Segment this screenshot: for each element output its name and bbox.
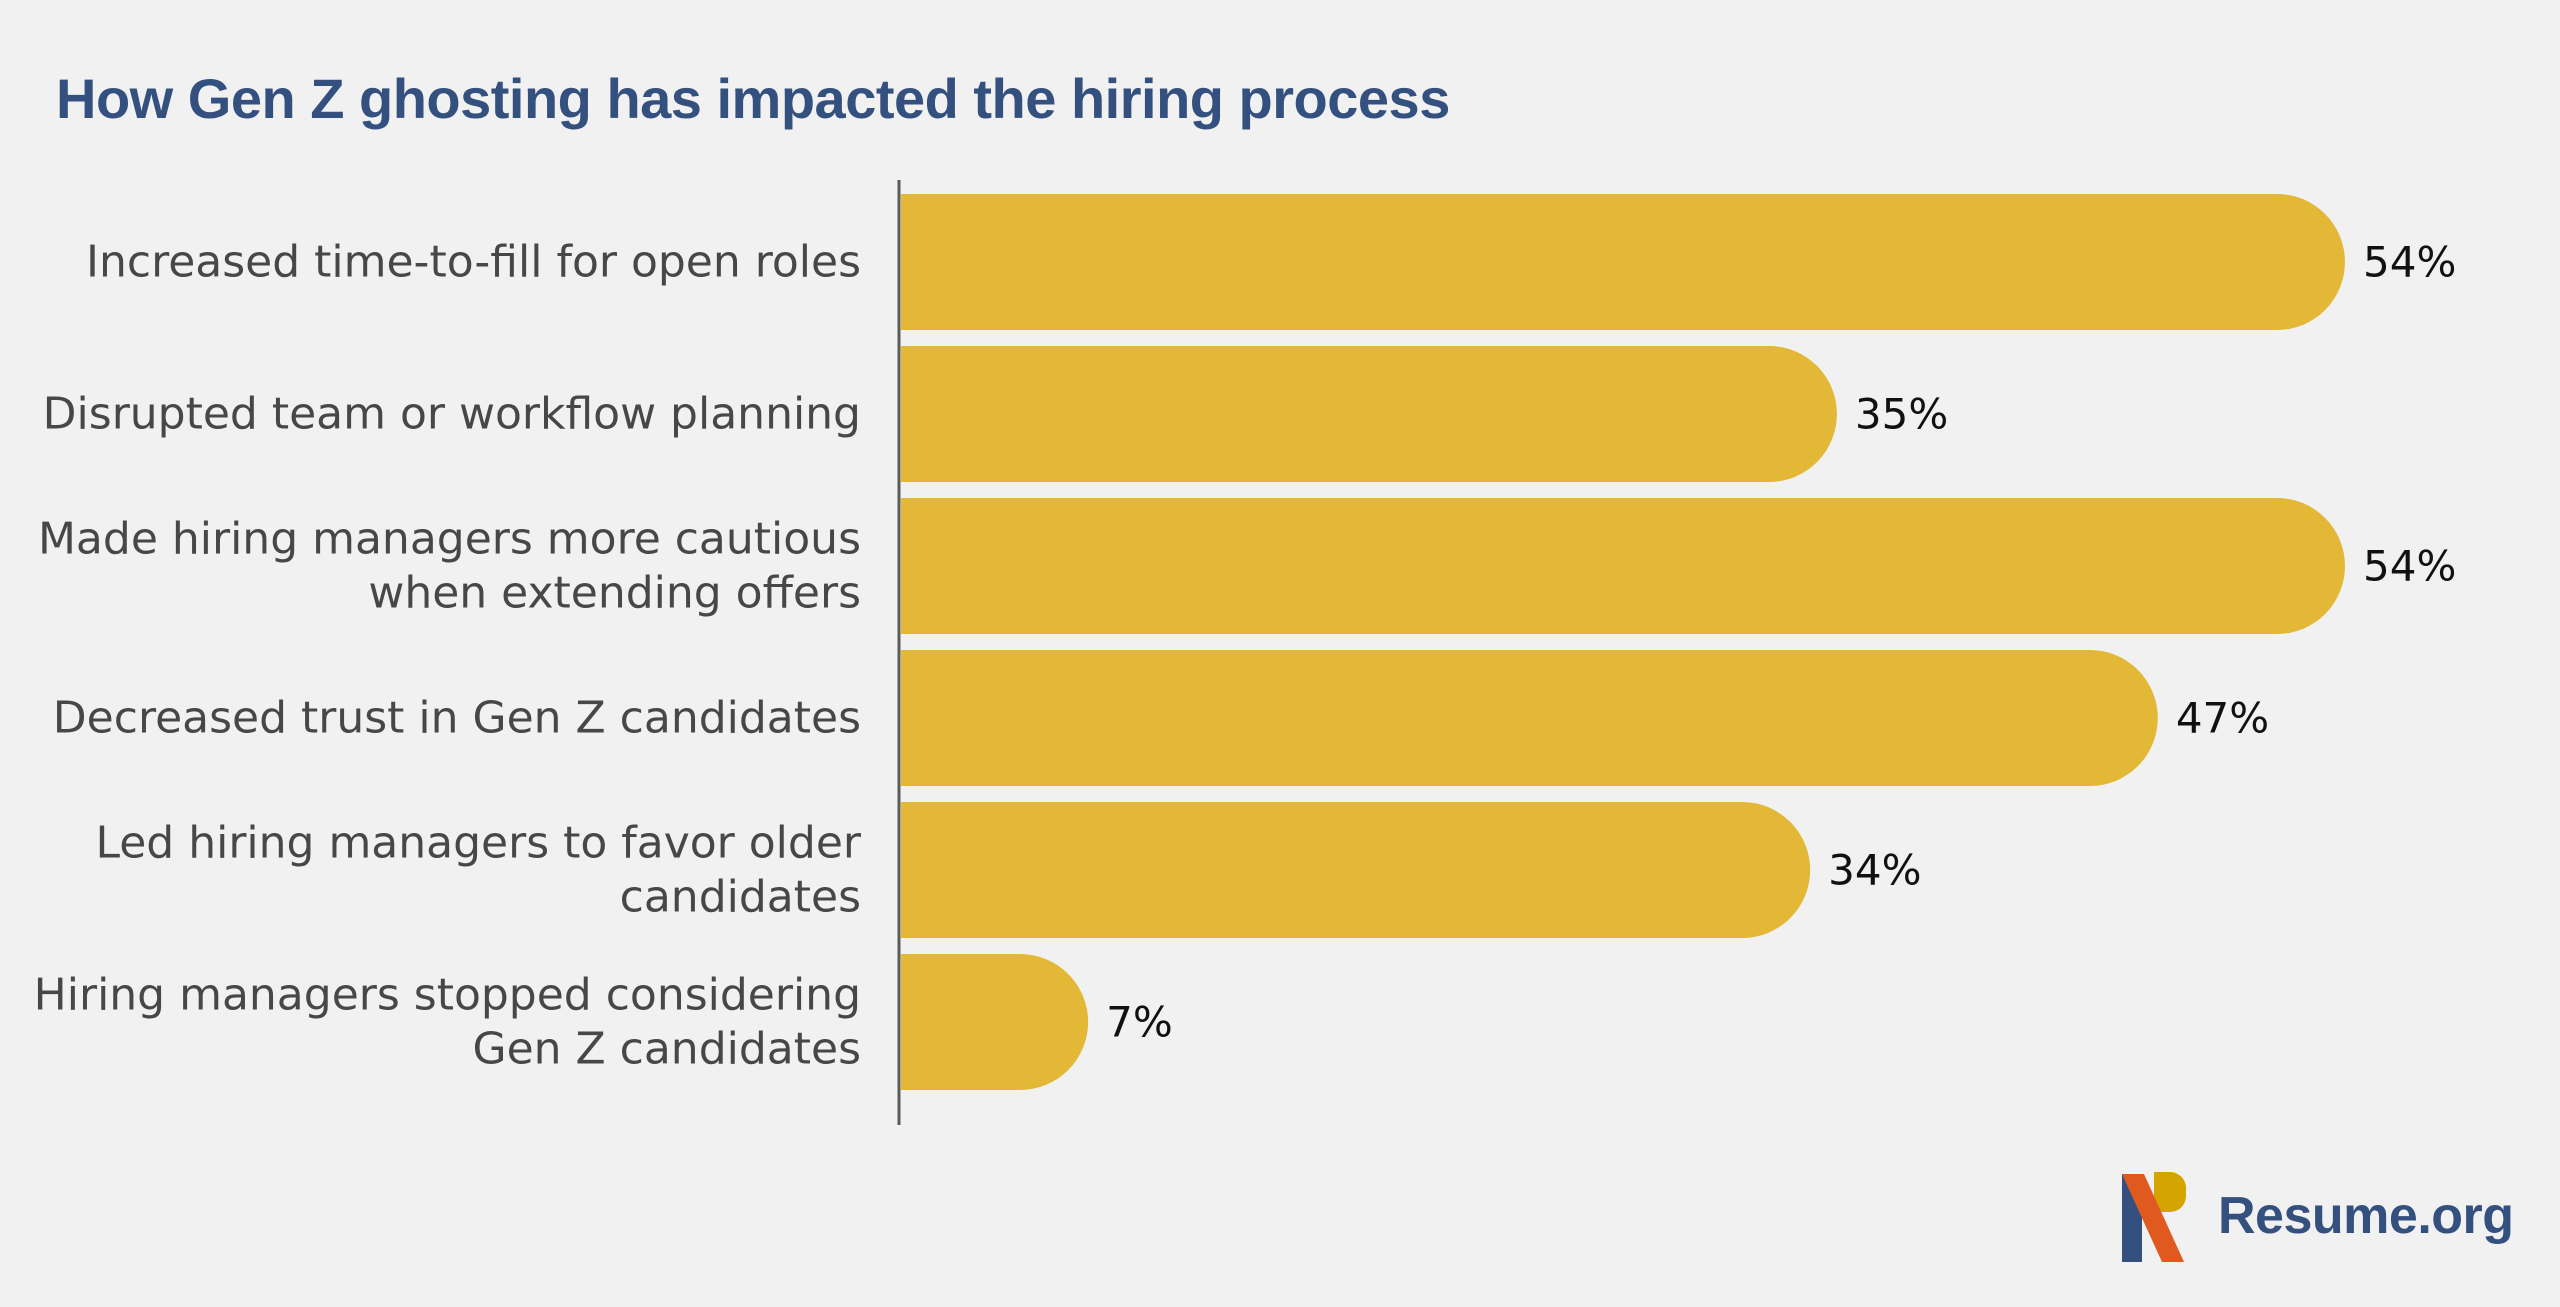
category-label: Led hiring managers to favor older candid… bbox=[95, 818, 861, 923]
category-label-line: Disrupted team or workflow planning bbox=[43, 389, 861, 440]
value-label: 54% bbox=[2363, 238, 2456, 287]
category-label: Made hiring managers more cautious when e… bbox=[38, 514, 861, 619]
category-label-line: Decreased trust in Gen Z candidates bbox=[53, 693, 861, 744]
bar bbox=[901, 650, 2158, 786]
category-label: Decreased trust in Gen Z candidates bbox=[53, 693, 861, 744]
category-label-line: when extending offers bbox=[368, 568, 861, 619]
category-label-line: candidates bbox=[620, 872, 861, 923]
bar bbox=[901, 346, 1837, 482]
category-label-line: Gen Z candidates bbox=[472, 1024, 861, 1075]
value-label: 35% bbox=[1855, 390, 1948, 439]
chart-title: How Gen Z ghosting has impacted the hiri… bbox=[56, 67, 1450, 130]
bar bbox=[901, 954, 1089, 1090]
category-label-line: Hiring managers stopped considering bbox=[34, 970, 861, 1021]
resume-org-logo: Resume.org bbox=[2118, 1170, 2514, 1262]
value-label: 7% bbox=[1106, 998, 1173, 1047]
bar bbox=[901, 194, 2345, 330]
value-label: 34% bbox=[1828, 846, 1921, 895]
category-label-line: Increased time-to-fill for open roles bbox=[86, 237, 861, 288]
category-label-line: Led hiring managers to favor older bbox=[95, 818, 861, 869]
category-label: Disrupted team or workflow planning bbox=[43, 389, 861, 440]
category-label-line: Made hiring managers more cautious bbox=[38, 514, 861, 565]
bar bbox=[901, 802, 1811, 938]
resume-org-logo-icon bbox=[2122, 1172, 2186, 1262]
category-label: Hiring managers stopped considering Gen Z… bbox=[34, 970, 861, 1075]
value-label: 47% bbox=[2176, 694, 2269, 743]
category-label: Increased time-to-fill for open roles bbox=[86, 237, 861, 288]
bar bbox=[901, 498, 2345, 634]
value-label: 54% bbox=[2363, 542, 2456, 591]
logo-text: Resume.org bbox=[2218, 1187, 2514, 1245]
